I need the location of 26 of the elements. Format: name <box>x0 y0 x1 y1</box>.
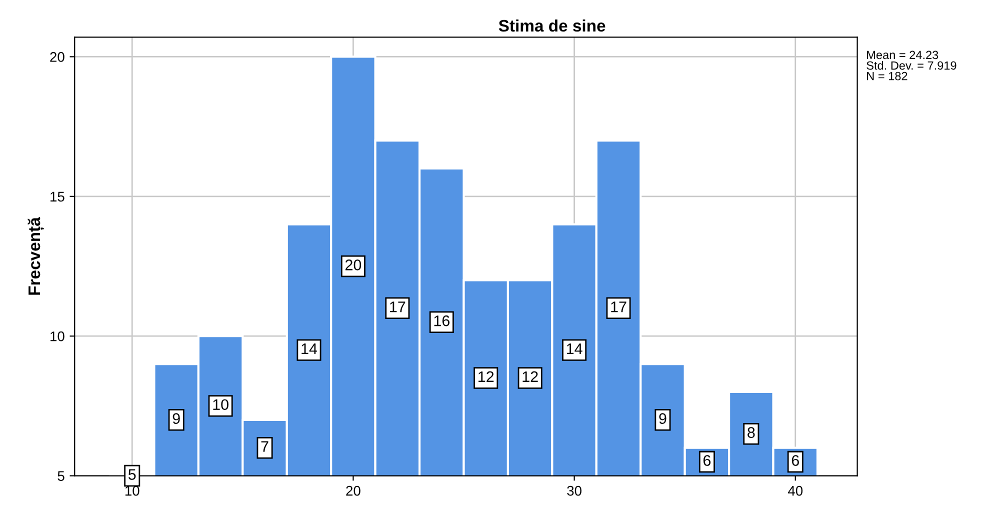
data-label: 6 <box>792 455 799 466</box>
y-tick-label: 20 <box>50 52 64 62</box>
data-label: 8 <box>748 427 755 438</box>
y-tick-label: 10 <box>50 331 64 342</box>
data-label: 14 <box>302 344 318 354</box>
data-label: 16 <box>434 315 450 326</box>
data-label: 17 <box>390 302 406 312</box>
data-label: 5 <box>128 469 136 480</box>
x-tick-label: 40 <box>788 486 803 496</box>
data-label: 12 <box>522 371 538 382</box>
data-label: 10 <box>213 399 228 410</box>
y-tick-label: 5 <box>58 471 64 481</box>
data-label: 14 <box>566 344 582 354</box>
chart-title: Stima de sine <box>498 19 606 32</box>
y-axis-title: Frecvență <box>28 216 44 295</box>
data-label: 9 <box>659 413 666 424</box>
data-label: 9 <box>172 413 180 424</box>
data-label: 7 <box>261 441 268 452</box>
data-label: 12 <box>478 371 494 382</box>
x-tick-label: 20 <box>346 486 360 496</box>
y-tick-label: 15 <box>50 192 64 202</box>
data-label: 6 <box>703 455 711 466</box>
data-label: 20 <box>345 260 362 270</box>
x-tick-label: 30 <box>567 486 582 496</box>
text: Mean = 24.23 Std. Dev. = 7.919 N = 182 <box>866 50 956 80</box>
data-label: 17 <box>611 302 626 312</box>
